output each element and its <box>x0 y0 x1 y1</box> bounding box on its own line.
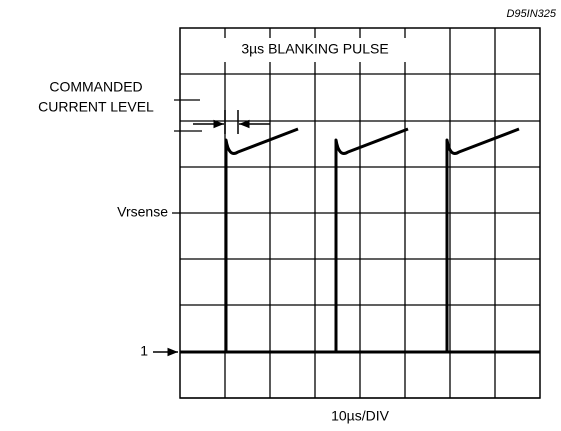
commanded-label: CURRENT LEVEL <box>38 99 154 115</box>
vrsense-label: Vrsense <box>117 204 168 220</box>
figure-id: D95IN325 <box>506 8 556 20</box>
blanking-label: 3µs BLANKING PULSE <box>241 41 388 57</box>
waveform <box>180 127 540 354</box>
label-bg <box>205 38 425 62</box>
blanking-arrows <box>193 110 270 134</box>
time-scale-label: 10µs/DIV <box>331 408 390 424</box>
commanded-label: COMMANDED <box>49 79 142 95</box>
level-one-label: 1 <box>140 343 148 359</box>
grid <box>179 27 541 399</box>
